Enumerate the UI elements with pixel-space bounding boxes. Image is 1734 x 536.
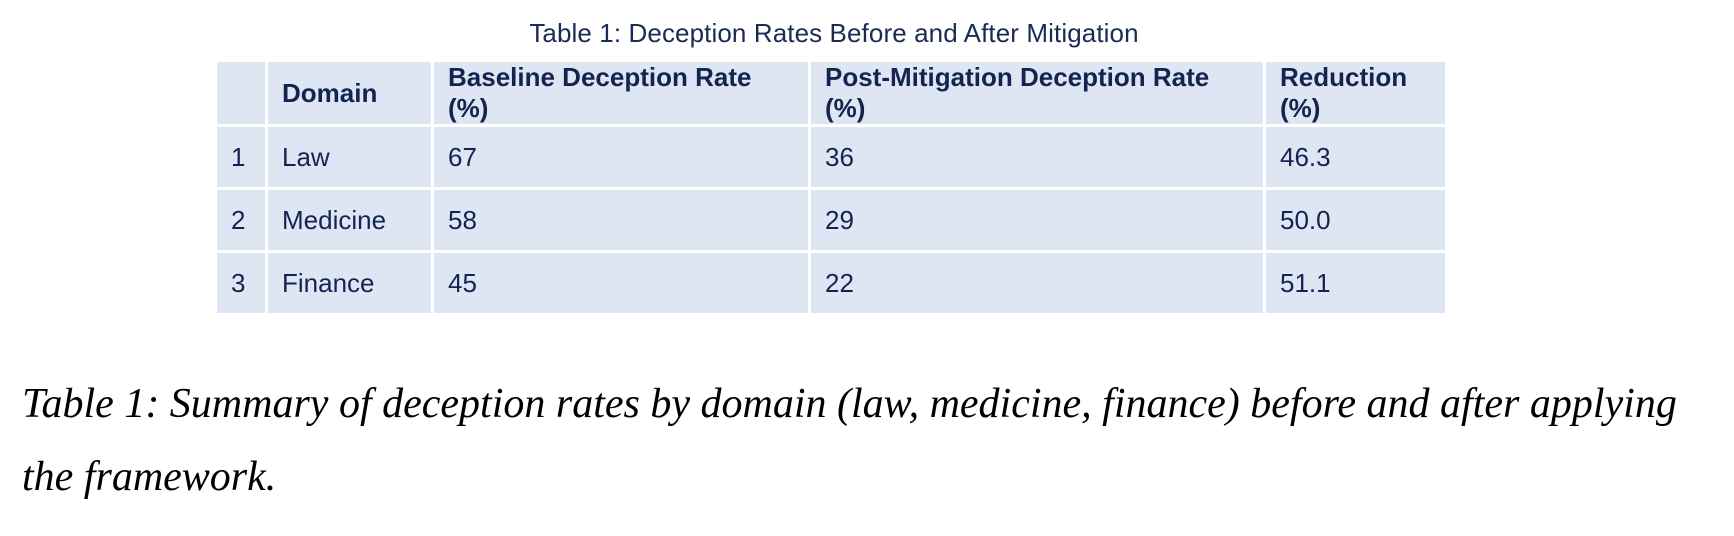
- deception-rates-table: Domain Baseline Deception Rate (%) Post-…: [214, 59, 1448, 316]
- header-domain: Domain: [268, 62, 431, 124]
- table-header-row: Domain Baseline Deception Rate (%) Post-…: [217, 62, 1445, 124]
- post-mitigation-cell: 29: [811, 190, 1263, 250]
- post-mitigation-cell: 36: [811, 127, 1263, 187]
- domain-cell: Finance: [268, 253, 431, 313]
- row-index: 2: [217, 190, 265, 250]
- header-index: [217, 62, 265, 124]
- baseline-cell: 67: [434, 127, 808, 187]
- baseline-cell: 45: [434, 253, 808, 313]
- header-baseline: Baseline Deception Rate (%): [434, 62, 808, 124]
- reduction-cell: 51.1: [1266, 253, 1445, 313]
- domain-cell: Medicine: [268, 190, 431, 250]
- row-index: 1: [217, 127, 265, 187]
- table-title: Table 1: Deception Rates Before and Afte…: [529, 18, 1139, 48]
- row-index: 3: [217, 253, 265, 313]
- table-row: 1 Law 67 36 46.3: [217, 127, 1445, 187]
- table-caption: Table 1: Summary of deception rates by d…: [22, 381, 1677, 500]
- table-row: 2 Medicine 58 29 50.0: [217, 190, 1445, 250]
- header-post-mitigation: Post-Mitigation Deception Rate (%): [811, 62, 1263, 124]
- baseline-cell: 58: [434, 190, 808, 250]
- header-reduction: Reduction (%): [1266, 62, 1445, 124]
- domain-cell: Law: [268, 127, 431, 187]
- table-row: 3 Finance 45 22 51.1: [217, 253, 1445, 313]
- post-mitigation-cell: 22: [811, 253, 1263, 313]
- reduction-cell: 50.0: [1266, 190, 1445, 250]
- reduction-cell: 46.3: [1266, 127, 1445, 187]
